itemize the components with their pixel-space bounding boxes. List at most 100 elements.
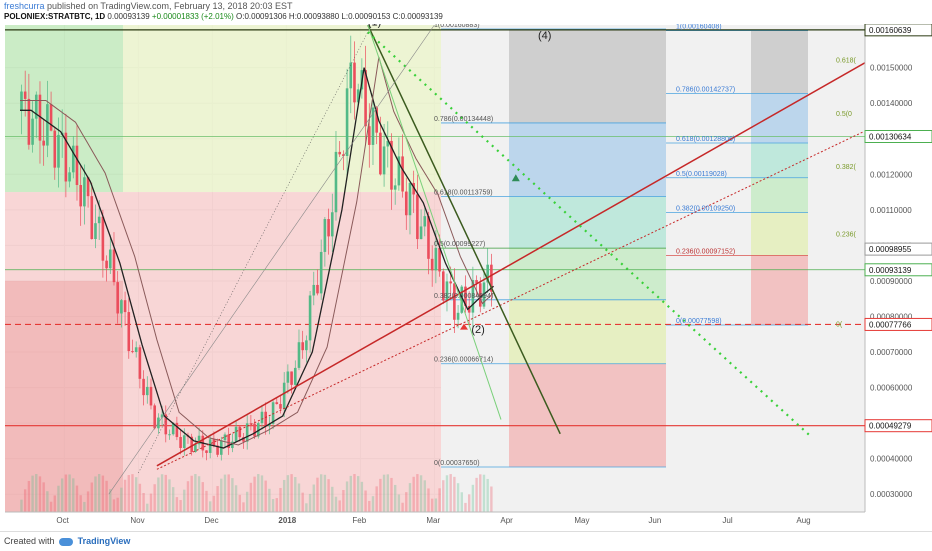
falling-trendline-light: [367, 25, 502, 420]
volume-bar: [342, 490, 345, 512]
fib2-band-blue: [751, 93, 808, 143]
volume-bar: [223, 474, 227, 512]
tradingview-brand[interactable]: TradingView: [77, 536, 131, 546]
volume-bar: [212, 495, 216, 512]
price-badge: [864, 317, 932, 331]
candle-body: [353, 62, 356, 103]
volume-bar: [253, 476, 256, 512]
candle-body: [46, 104, 49, 146]
volume-bar: [83, 501, 86, 512]
fib2-band-yellow: [751, 212, 808, 256]
volume-bar: [208, 501, 212, 512]
candle-body: [31, 118, 34, 145]
candle-body: [142, 378, 145, 396]
candle-body: [393, 185, 397, 190]
candle-body: [164, 414, 168, 435]
volume-bar: [131, 474, 134, 512]
fib1-level-label: 0.5(0.00099227): [434, 241, 485, 248]
volume-bar: [149, 493, 153, 512]
candle-body: [412, 182, 415, 195]
red-zone: [5, 192, 441, 512]
volume-bar: [190, 475, 193, 512]
volume-bar: [186, 481, 190, 512]
candle-body: [71, 145, 75, 173]
volume-bar: [323, 474, 327, 512]
volume-bar: [338, 500, 341, 512]
volume-bar: [183, 489, 186, 512]
fib1-level-label: 0(0.00037650): [434, 460, 480, 467]
candle-body: [445, 281, 449, 301]
x-tick-label: May: [574, 516, 589, 525]
volume-bar: [401, 502, 404, 512]
y-tick-label: 0.00090000: [870, 277, 913, 286]
candle-body: [153, 405, 156, 429]
volume-bar: [234, 485, 238, 512]
candle-body: [264, 411, 267, 427]
volume-bar: [120, 487, 123, 512]
x-tick-label: Apr: [500, 516, 513, 525]
x-tick-label: Dec: [204, 516, 218, 525]
price-badge-label: 0.00098955: [869, 245, 912, 254]
x-tick-label: Jun: [648, 516, 661, 525]
candle-body: [38, 94, 42, 141]
fib3-level-label: 0(: [836, 321, 843, 328]
volume-bar: [442, 480, 445, 512]
fib2-band-teal: [751, 142, 808, 178]
price-badge-label: 0.00130634: [869, 132, 912, 141]
candle-body: [253, 423, 256, 437]
x-tick-label: Oct: [56, 516, 69, 525]
fib3-level-label: 0.236(: [836, 232, 857, 239]
candle-body: [449, 281, 452, 284]
x-tick-label: 2018: [278, 516, 296, 525]
candle-body: [330, 212, 334, 237]
fib2-level-label: 0.236(0.00097152): [676, 249, 735, 256]
candle-body: [134, 347, 138, 353]
volume-bar: [242, 502, 245, 512]
candle-body: [364, 70, 367, 127]
candle-body: [356, 89, 360, 103]
candle-body: [312, 284, 316, 296]
candle-body: [105, 260, 108, 269]
candle-body: [245, 423, 249, 442]
candle-body: [434, 247, 438, 271]
fib2-level-label: 1(0.00160408): [676, 24, 722, 31]
volume-bar: [368, 500, 371, 512]
volume-bar: [23, 489, 27, 512]
fib3-level-label: 0.618(: [836, 58, 857, 65]
candle-body: [182, 435, 186, 448]
candle-body: [256, 423, 260, 437]
volume-bar: [153, 484, 156, 512]
green-zone: [5, 25, 123, 193]
volume-bar: [60, 478, 64, 512]
rising-trendline: [156, 61, 865, 467]
volume-bar: [319, 474, 323, 512]
volume-bar: [105, 480, 108, 512]
candle-body: [227, 434, 230, 449]
candle-body: [286, 371, 290, 383]
volume-bar: [127, 475, 130, 512]
candle-body: [160, 414, 164, 418]
volume-bar: [279, 487, 282, 512]
y-tick-label: 0.00110000: [870, 206, 912, 215]
candle-body: [308, 295, 312, 341]
candle-body: [401, 156, 404, 192]
author-link[interactable]: freshcurra: [4, 1, 45, 11]
y-tick-label: 0.00070000: [870, 348, 913, 357]
fib1-level-label: 0.786(0.00134448): [434, 116, 493, 123]
fib2-band-red: [751, 255, 808, 326]
volume-bar: [86, 491, 90, 512]
candle-body: [127, 312, 131, 352]
candle-body: [323, 219, 327, 252]
volume-bar: [349, 475, 352, 512]
candle-body: [197, 435, 201, 445]
candle-body: [453, 283, 456, 320]
volume-bar: [419, 475, 423, 512]
candle-body: [438, 247, 441, 272]
plot-area: [5, 25, 865, 512]
fib1-level-label: 0.382(0.00084694): [434, 293, 493, 300]
volume-bar: [134, 477, 138, 512]
volume-bar: [434, 498, 438, 512]
volume-bar: [456, 483, 460, 512]
volume-bar: [164, 474, 167, 512]
